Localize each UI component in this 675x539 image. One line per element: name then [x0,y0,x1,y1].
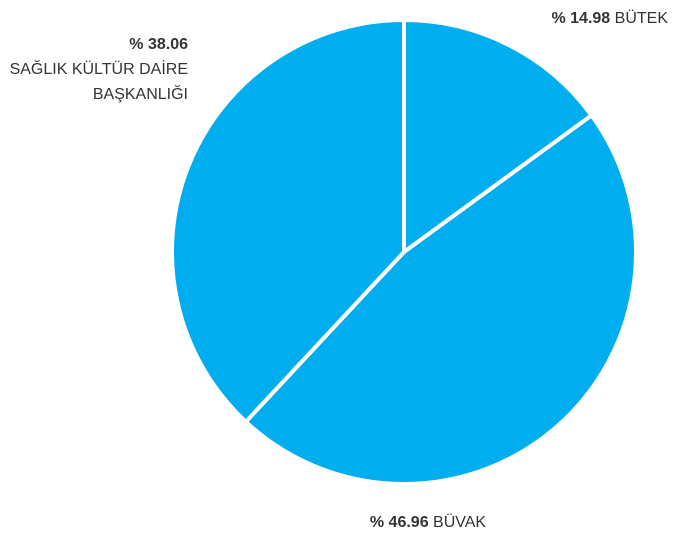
category-label: BÜVAK [433,514,487,531]
pie-slice [402,18,594,254]
slice-label: % 14.98 BÜTEK [440,6,668,31]
pie-slice [243,113,638,486]
value-label: % 38.06 [129,36,188,53]
slice-label: % 46.96 BÜVAK [228,510,628,535]
category-label: BÜTEK [614,10,668,27]
pie-slice [170,18,406,424]
value-label: % 14.98 [551,10,611,27]
slice-label: % 38.06 SAĞLIK KÜLTÜR DAİRE BAŞKANLIĞI [0,32,188,107]
value-label: % 46.96 [369,514,429,531]
category-label: SAĞLIK KÜLTÜR DAİRE BAŞKANLIĞI [9,61,188,103]
